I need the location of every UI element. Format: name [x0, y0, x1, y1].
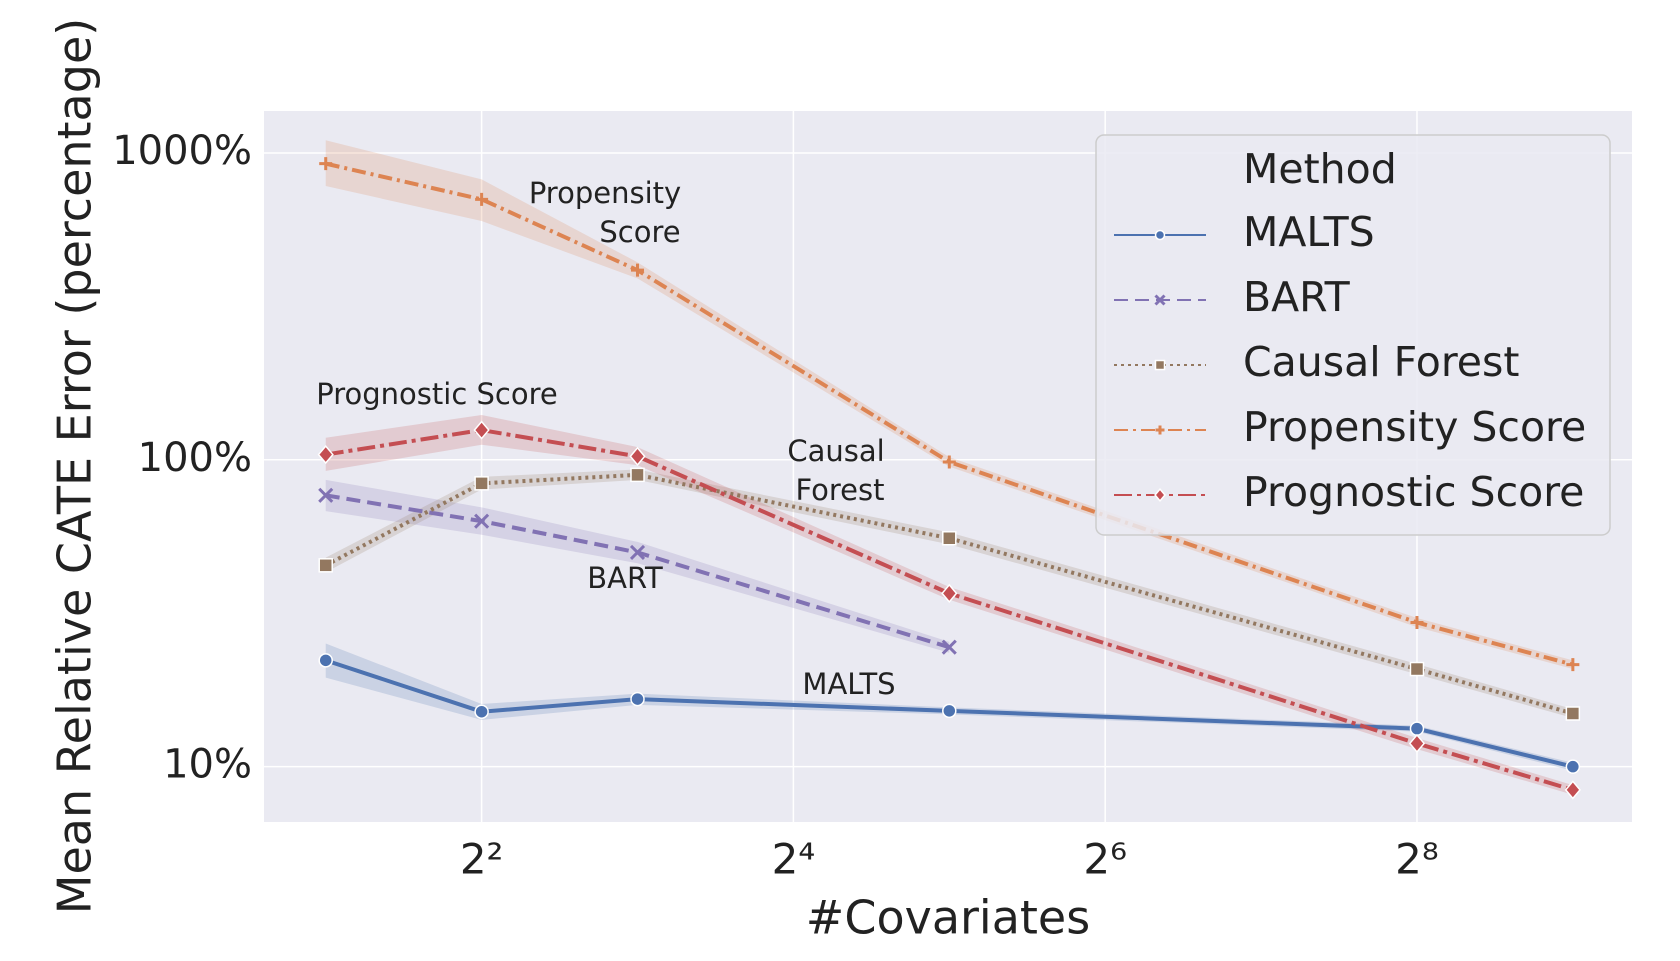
x-tick-label: 2⁶ — [1083, 835, 1127, 884]
marker — [317, 444, 334, 465]
marker — [630, 691, 645, 707]
marker — [631, 263, 645, 277]
series-line — [324, 472, 1574, 716]
x-tick-label: 2² — [460, 835, 504, 884]
series-line — [325, 658, 1574, 769]
legend-box — [1095, 134, 1611, 536]
marker — [1565, 706, 1581, 721]
annotation: Causal — [787, 434, 884, 468]
legend-label: Causal Forest — [1243, 338, 1519, 386]
x-tick-label: 2⁸ — [1395, 835, 1439, 884]
marker — [1154, 487, 1166, 503]
y-tick-label: 100% — [138, 435, 252, 481]
marker — [942, 531, 957, 546]
confidence-band — [325, 414, 1573, 795]
marker — [1154, 359, 1166, 371]
marker — [1409, 721, 1425, 736]
legend: Method MALTS BART Causal Forest Propensity S… — [1095, 134, 1611, 536]
marker — [474, 513, 490, 529]
marker — [319, 157, 333, 171]
annotation: BART — [587, 561, 663, 595]
marker — [629, 544, 646, 560]
marker — [629, 446, 646, 466]
legend-label: Propensity Score — [1243, 403, 1586, 451]
marker — [473, 420, 490, 440]
lines — [317, 157, 1581, 800]
confidence-band — [325, 469, 1573, 719]
marker — [942, 455, 956, 469]
series-line — [325, 161, 1574, 667]
x-axis-label: #Covariates — [806, 891, 1090, 945]
annotation: Score — [599, 215, 680, 249]
marker — [1565, 759, 1581, 774]
marker — [1408, 733, 1426, 754]
annotation: Prognostic Score — [316, 377, 557, 411]
marker — [1564, 780, 1581, 800]
marker — [630, 467, 645, 483]
confidence-band — [325, 643, 1573, 771]
marker — [942, 703, 957, 719]
annotation: Propensity — [529, 176, 681, 210]
annotations: Propensity Score Prognostic Score Causal For… — [316, 176, 895, 701]
marker — [1155, 425, 1165, 435]
marker — [1566, 658, 1580, 672]
marker — [1154, 294, 1166, 306]
legend-label: MALTS — [1243, 208, 1375, 256]
marker — [318, 653, 333, 668]
legend-label: BART — [1243, 273, 1351, 321]
marker — [1154, 229, 1166, 241]
marker — [1409, 661, 1425, 677]
annotation: MALTS — [802, 667, 895, 701]
marker — [474, 704, 489, 719]
series-line — [325, 428, 1574, 792]
y-tick-label: 10% — [163, 742, 252, 788]
y-tick-label: 1000% — [112, 128, 252, 174]
marker — [1410, 615, 1424, 629]
marker — [475, 192, 489, 206]
marker — [941, 639, 957, 655]
marker — [318, 487, 334, 503]
legend-label: Prognostic Score — [1243, 468, 1584, 516]
series-line — [325, 493, 950, 650]
marker — [941, 583, 958, 603]
marker — [474, 476, 489, 491]
y-axis-label: Mean Relative CATE Error (percentage) — [48, 18, 102, 914]
legend-title: Method — [1243, 145, 1397, 193]
annotation: Forest — [796, 473, 885, 507]
marker — [318, 558, 333, 573]
x-tick-label: 2⁴ — [772, 835, 816, 884]
